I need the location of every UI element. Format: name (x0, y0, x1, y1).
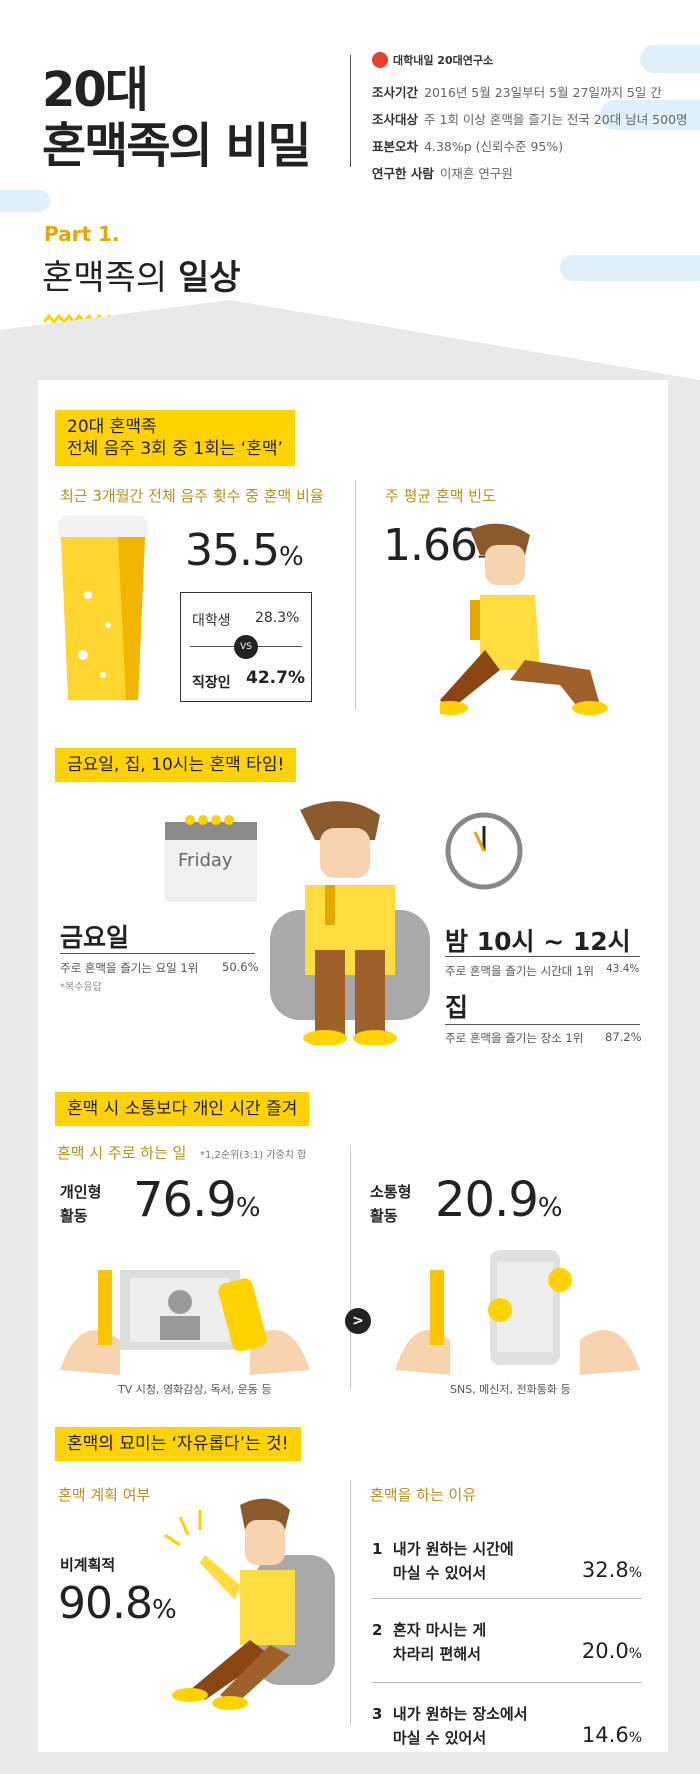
info-period: 조사기간 2016년 5월 23일부터 5월 27일까지 5일 간 (372, 85, 662, 100)
day-line (60, 953, 255, 954)
time-desc: 주로 혼맥을 즐기는 시간대 1위 (445, 964, 594, 978)
header-divider (350, 55, 351, 167)
section2-label: 금요일, 집, 10시는 혼맥 타임! (55, 748, 297, 782)
personal-pct: 76.9% (133, 1172, 261, 1228)
info-researcher: 연구한 사람 이재흔 연구원 (372, 166, 513, 181)
social-label: 소통형 활동 (370, 1183, 412, 1225)
calendar-icon (165, 815, 257, 902)
reason-item-3: 3 내가 원하는 장소에서 마실 수 있어서 14.6% (372, 1705, 642, 1747)
activity-subtitle: 혼맥 시 주로 하는 일 (57, 1144, 187, 1162)
cloud-decoration (640, 45, 700, 73)
section4-divider (350, 1480, 351, 1725)
cloud-decoration (560, 255, 700, 281)
reason-divider (372, 1682, 642, 1683)
place-desc: 주로 혼맥을 즐기는 장소 1위 (445, 1031, 584, 1045)
phone-messaging-illustration (395, 1250, 640, 1375)
day-desc: 주로 혼맥을 즐기는 요일 1위 (60, 961, 199, 975)
plan-pct: 90.8% (58, 1578, 177, 1629)
personal-caption: TV 시청, 영화감상, 독서, 운동 등 (118, 1383, 272, 1396)
calendar-day: Friday (178, 850, 233, 871)
sitting-man-illustration (440, 523, 608, 715)
place-line (445, 1024, 640, 1025)
tv-watching-illustration (60, 1270, 310, 1375)
greater-than-badge: > (345, 1308, 371, 1334)
plan-label: 비계획적 (60, 1556, 116, 1574)
place-title: 집 (445, 993, 469, 1022)
comparison-box (180, 592, 312, 702)
info-error: 표본오차 4.38%p (신뢰수준 95%) (372, 139, 564, 154)
ratio-value: 35.5% (185, 525, 304, 576)
vs-badge: VS (234, 635, 258, 659)
armchair-man-illustration (270, 801, 430, 1045)
day-pct: 50.6% (222, 960, 259, 974)
frequency-subtitle: 주 평균 혼맥 빈도 (385, 487, 496, 505)
social-caption: SNS, 메신저, 전화통화 등 (450, 1383, 571, 1396)
worker-label: 직장인 (192, 675, 231, 691)
cloud-decoration (0, 190, 50, 212)
reason-subtitle: 혼맥을 하는 이유 (370, 1486, 477, 1504)
title-line1: 20대 (42, 62, 149, 118)
cheering-man-illustration (164, 1498, 335, 1710)
day-title: 금요일 (60, 923, 130, 952)
clock-icon (445, 812, 523, 890)
college-value: 28.3% (255, 610, 300, 626)
time-title: 밤 10시 ~ 12시 (445, 927, 631, 956)
logo-text: 대학내일 20대연구소 (393, 54, 494, 67)
section4-label: 혼맥의 묘미는 ‘자유롭다’는 것! (55, 1427, 301, 1461)
plan-subtitle: 혼맥 계획 여부 (58, 1486, 151, 1504)
part-number: Part 1. (44, 222, 120, 246)
beer-glass-icon (58, 515, 148, 700)
reason-divider (372, 1598, 642, 1599)
time-line (445, 956, 640, 957)
reason-item-2: 2 혼자 마시는 게 차라리 편해서 20.0% (372, 1621, 642, 1663)
info-target: 조사대상 주 1회 이상 혼맥을 즐기는 전국 20대 남녀 500명 (372, 112, 688, 127)
ratio-subtitle: 최근 3개월간 전체 음주 횟수 중 혼맥 비율 (60, 487, 324, 505)
cloud-decoration (600, 100, 700, 130)
time-pct: 43.4% (606, 963, 640, 975)
section1-label: 20대 혼맥족 전체 음주 3회 중 1회는 ‘혼맥’ (55, 410, 295, 466)
section3-divider (350, 1145, 351, 1390)
section3-label: 혼맥 시 소통보다 개인 시간 즐겨 (55, 1092, 310, 1126)
title-line2: 혼맥족의 비밀 (42, 118, 312, 174)
content-card (38, 380, 668, 1752)
lightbulb-icon (372, 52, 388, 68)
day-note: *복수응답 (60, 982, 102, 993)
reason-item-1: 1 내가 원하는 시간에 마실 수 있어서 32.8% (372, 1540, 642, 1582)
section1-divider (355, 480, 356, 710)
logo: 대학내일 20대연구소 (372, 52, 493, 68)
social-pct: 20.9% (435, 1172, 563, 1228)
activity-note: *1,2순위(3:1) 가중치 합 (200, 1150, 307, 1161)
personal-label: 개인형 활동 (60, 1183, 102, 1225)
worker-value: 42.7% (246, 668, 305, 688)
place-pct: 87.2% (605, 1030, 642, 1044)
part-title: 혼맥족의 일상 (42, 258, 241, 298)
college-label: 대학생 (192, 613, 231, 629)
